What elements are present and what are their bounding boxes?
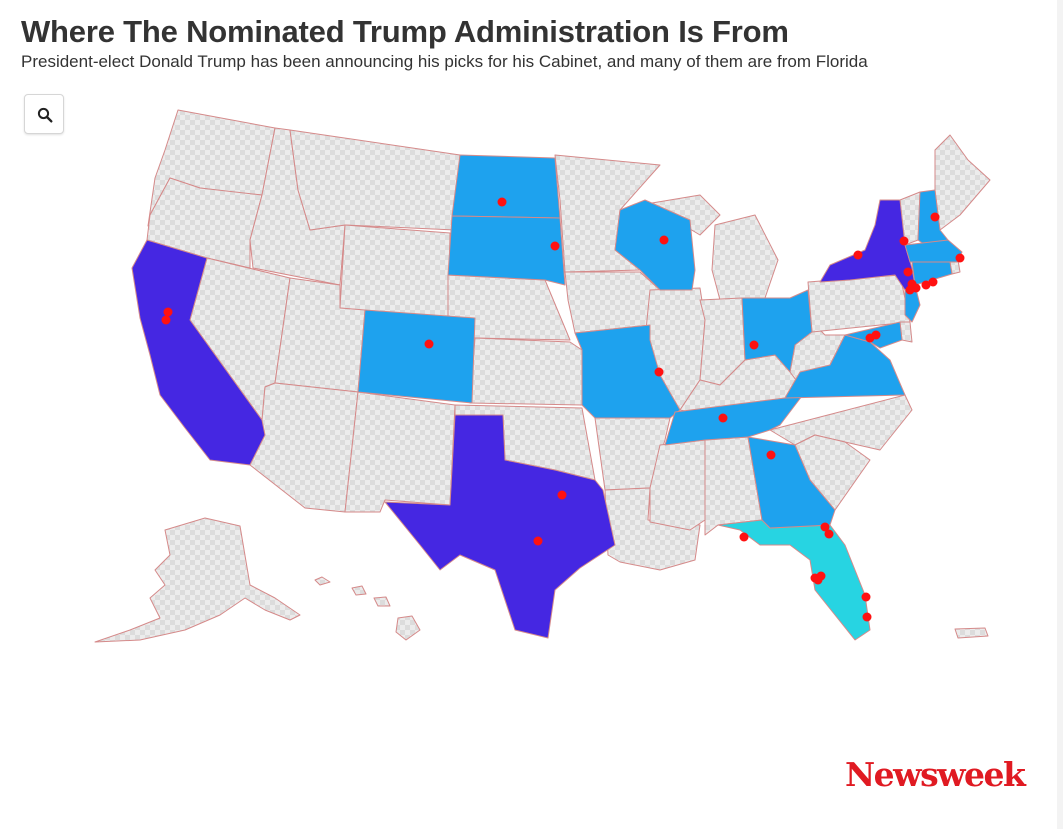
marker-georgia[interactable] xyxy=(766,450,776,460)
state-wyoming[interactable] xyxy=(339,224,451,319)
marker-florida-7[interactable] xyxy=(861,592,871,602)
marker-texas-2[interactable] xyxy=(533,536,543,546)
us-map xyxy=(94,109,991,643)
state-hawaii[interactable] xyxy=(314,576,421,641)
marker-california-1[interactable] xyxy=(163,307,173,317)
marker-new-jersey[interactable] xyxy=(905,285,915,295)
state-alaska[interactable] xyxy=(94,517,301,643)
marker-wisconsin[interactable] xyxy=(659,235,669,245)
search-icon xyxy=(37,107,53,123)
newsweek-logo: Newsweek xyxy=(845,755,1026,794)
state-massachusetts[interactable] xyxy=(904,239,963,263)
scrollbar-track[interactable] xyxy=(1057,0,1063,829)
marker-ohio[interactable] xyxy=(749,340,759,350)
marker-texas-1[interactable] xyxy=(557,490,567,500)
state-puerto-rico[interactable] xyxy=(954,627,989,639)
marker-new-york-3[interactable] xyxy=(903,267,913,277)
marker-florida-8[interactable] xyxy=(862,612,872,622)
state-south-dakota[interactable] xyxy=(447,215,566,286)
state-georgia[interactable] xyxy=(747,436,836,529)
marker-florida-3[interactable] xyxy=(824,529,834,539)
marker-new-hampshire[interactable] xyxy=(930,212,940,222)
marker-california-2[interactable] xyxy=(161,315,171,325)
state-north-dakota[interactable] xyxy=(451,154,561,219)
state-colorado[interactable] xyxy=(357,309,476,404)
state-ohio[interactable] xyxy=(741,289,813,373)
marker-new-york-2[interactable] xyxy=(899,236,909,246)
state-maine[interactable] xyxy=(934,134,991,231)
state-louisiana[interactable] xyxy=(604,487,701,571)
state-new-york[interactable] xyxy=(819,199,916,291)
marker-connecticut-2[interactable] xyxy=(928,277,938,287)
state-mississippi[interactable] xyxy=(649,439,706,531)
marker-colorado[interactable] xyxy=(424,339,434,349)
page-title: Where The Nominated Trump Administration… xyxy=(21,14,789,49)
state-wisconsin[interactable] xyxy=(614,199,696,291)
state-arizona[interactable] xyxy=(249,382,359,513)
state-new-mexico[interactable] xyxy=(344,391,456,513)
marker-tennessee[interactable] xyxy=(718,413,728,423)
state-iowa[interactable] xyxy=(564,271,661,334)
marker-connecticut-1[interactable] xyxy=(921,280,931,290)
state-montana[interactable] xyxy=(289,129,461,231)
nominee-markers xyxy=(161,197,965,622)
page-subtitle: President-elect Donald Trump has been an… xyxy=(21,52,868,71)
marker-maryland-2[interactable] xyxy=(871,330,881,340)
state-connecticut[interactable] xyxy=(911,261,953,286)
state-california[interactable] xyxy=(131,239,266,466)
search-button[interactable] xyxy=(24,94,64,134)
marker-missouri[interactable] xyxy=(654,367,664,377)
marker-massachusetts[interactable] xyxy=(955,253,965,263)
marker-new-york-1[interactable] xyxy=(853,250,863,260)
marker-florida-2[interactable] xyxy=(820,522,830,532)
marker-north-dakota[interactable] xyxy=(497,197,507,207)
state-texas[interactable] xyxy=(384,414,616,639)
marker-florida-6[interactable] xyxy=(813,575,823,585)
marker-florida-1[interactable] xyxy=(739,532,749,542)
state-kansas[interactable] xyxy=(469,337,583,406)
marker-south-dakota[interactable] xyxy=(550,241,560,251)
